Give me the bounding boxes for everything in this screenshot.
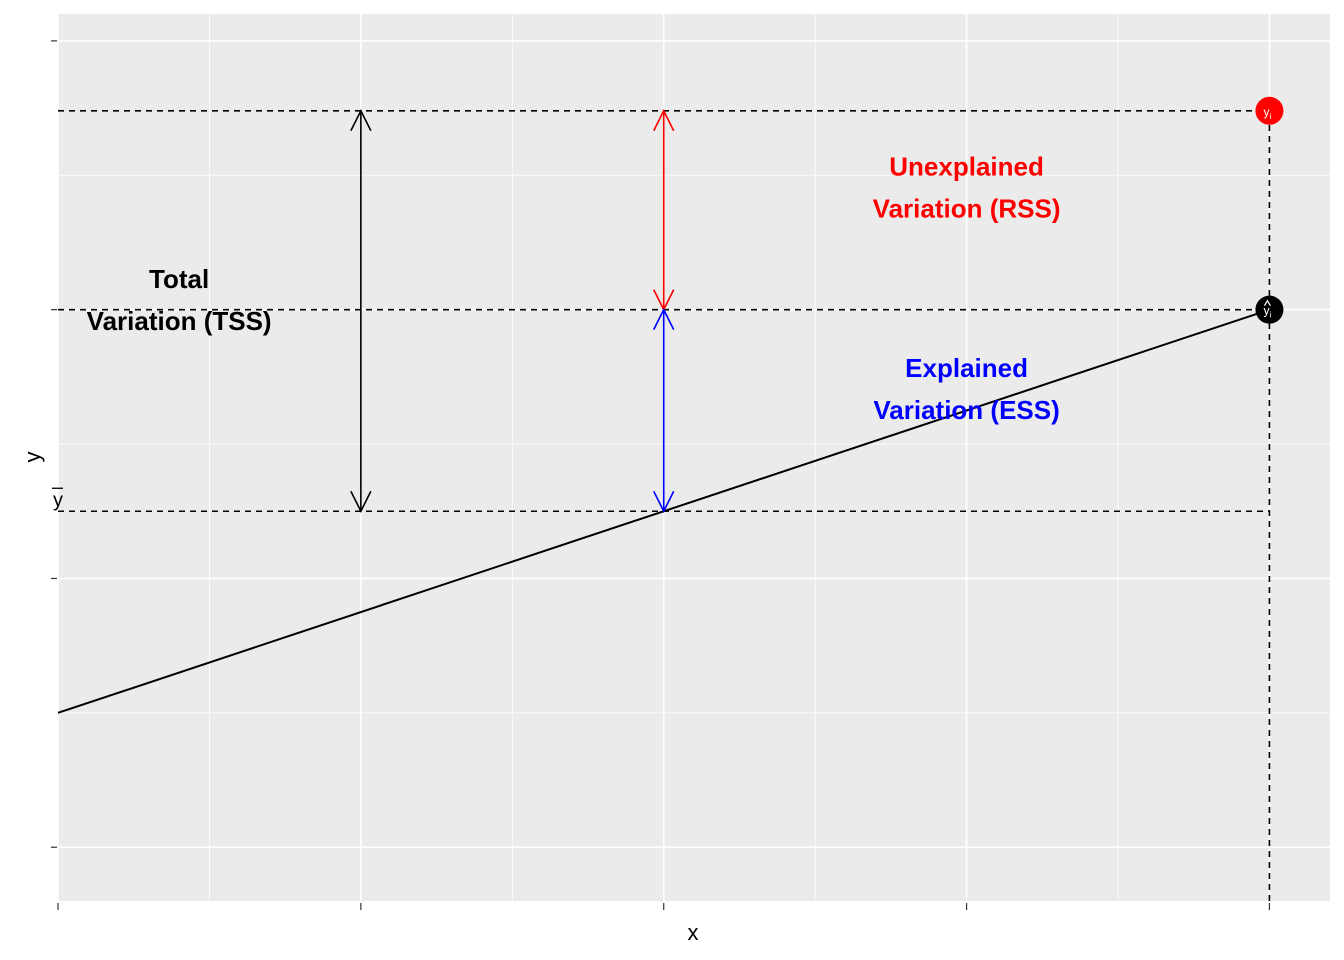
tss-arrow — [350, 108, 372, 514]
tss-label: Total Variation (TSS) — [87, 264, 272, 336]
y-bar-label: y — [53, 489, 63, 511]
fitted-point — [1255, 295, 1284, 324]
fitted-point-label-subscript: i — [1270, 311, 1272, 320]
y-axis-title: y — [20, 452, 45, 463]
ess-label-line: Explained — [905, 353, 1028, 383]
variation-arrows — [350, 108, 675, 514]
tss-arrow-head-top — [350, 108, 372, 132]
observed-point — [1255, 96, 1284, 125]
rss-label-line: Unexplained — [889, 151, 1044, 181]
plot-panel — [58, 14, 1330, 901]
rss-label-line: Variation (RSS) — [873, 193, 1061, 223]
ess-arrow — [652, 307, 675, 514]
minor-grid — [58, 14, 1330, 901]
ess-arrow-head-top — [652, 307, 675, 331]
data-points: yi yi — [1255, 96, 1284, 324]
ess-arrow-head-bottom — [652, 490, 675, 514]
fitted-point-hat — [1263, 299, 1271, 306]
x-axis-title: x — [688, 920, 699, 945]
fitted-point-label: yi — [1264, 304, 1272, 320]
observed-point-label-subscript: i — [1270, 112, 1272, 121]
x-axis-ticks — [57, 903, 1271, 910]
rss-arrow-head-top — [652, 108, 675, 132]
observed-point-label: yi — [1264, 105, 1272, 121]
y-bar-marker: y — [52, 487, 63, 511]
y-axis-ticks — [51, 40, 57, 848]
tss-label-line: Variation (TSS) — [87, 306, 272, 336]
ess-label: Explained Variation (ESS) — [873, 353, 1059, 425]
annotation-labels: Total Variation (TSS) Unexplained Variation… — [87, 151, 1061, 425]
tss-arrow-head-bottom — [350, 490, 372, 514]
ess-label-line: Variation (ESS) — [873, 395, 1059, 425]
tss-label-line: Total — [149, 264, 209, 294]
rss-label: Unexplained Variation (RSS) — [873, 151, 1061, 223]
